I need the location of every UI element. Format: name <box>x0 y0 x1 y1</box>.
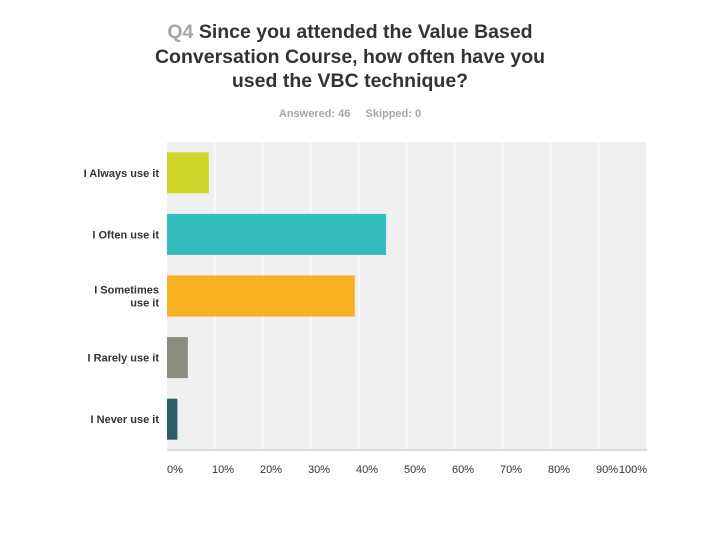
bar <box>167 275 355 317</box>
title-line-3: used the VBC technique? <box>231 70 469 92</box>
response-stats: Answered: 46 Skipped: 0 <box>0 108 700 120</box>
bars <box>167 152 387 440</box>
answered-count: Answered: 46 <box>278 108 351 120</box>
x-tick-label: 30% <box>308 464 330 476</box>
x-tick-label: 90% <box>596 464 618 476</box>
bar <box>167 152 209 194</box>
x-tick-labels: 0% 10% 20% 30% 40% 50% 60% 70% 80% 90% 100% <box>167 464 647 476</box>
bar <box>167 213 387 255</box>
x-tick-label: 40% <box>356 464 378 476</box>
category-labels: I Always use it I Often use it I Sometimes… <box>84 168 160 426</box>
x-tick-label: 10% <box>212 464 234 476</box>
category-label: I Never use it <box>91 414 160 426</box>
category-label: I Often use it <box>92 229 159 241</box>
title-line-1: Since you attended the Value Based <box>198 21 533 43</box>
category-label: I Sometimes use it <box>94 285 159 310</box>
x-tick-label: 80% <box>548 464 570 476</box>
question-title: Q4 Since you attended the Value Based Co… <box>0 20 700 94</box>
x-tick-label: 60% <box>452 464 474 476</box>
category-label: I Rarely use it <box>87 353 159 365</box>
x-tick-label: 20% <box>260 464 282 476</box>
question-number: Q4 <box>167 21 194 43</box>
x-tick-label: 100% <box>619 464 647 476</box>
category-label: I Always use it <box>84 168 160 180</box>
bar <box>167 398 178 440</box>
x-tick-label: 70% <box>500 464 522 476</box>
skipped-count: Skipped: 0 <box>365 108 422 120</box>
title-line-2: Conversation Course, how often have you <box>154 45 546 68</box>
bar <box>167 337 188 379</box>
x-tick-label: 50% <box>404 464 426 476</box>
x-tick-label: 0% <box>167 464 183 476</box>
